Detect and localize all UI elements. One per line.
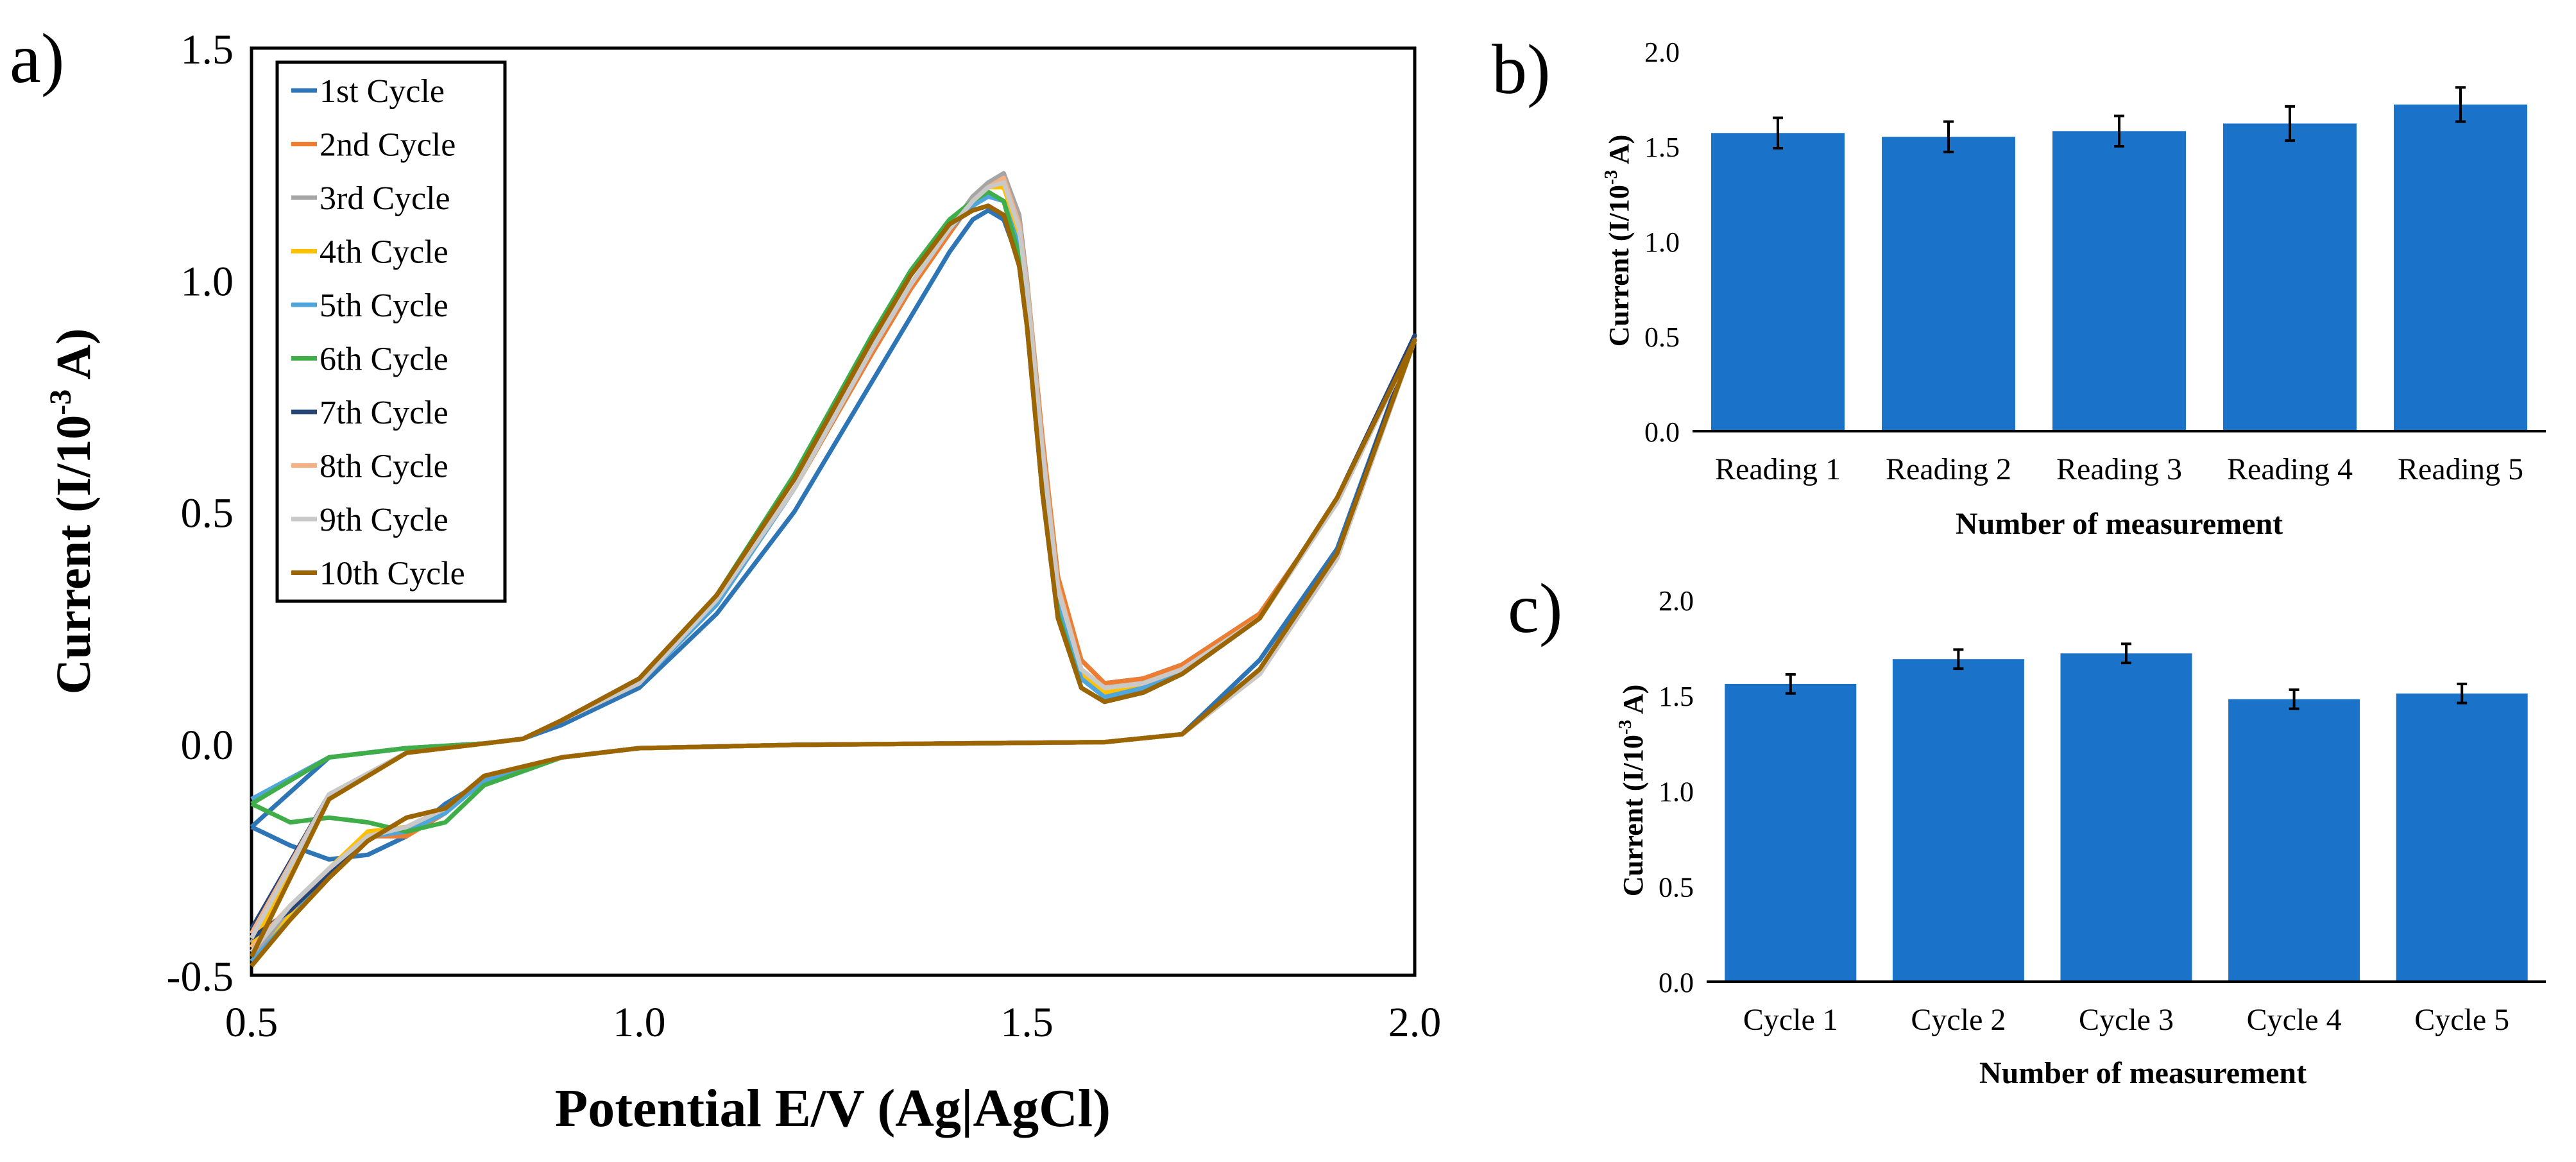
cv-y-tick-label: 0.0	[181, 722, 234, 769]
cv-x-tick-label: 1.5	[1000, 999, 1053, 1046]
cv-x-axis-label: Potential E/V (Ag|AgCl)	[555, 1079, 1111, 1138]
readings-x-axis-label: Number of measurement	[1956, 507, 2283, 541]
readings-bars	[1711, 86, 2527, 432]
panel-label-b: b)	[1492, 30, 1551, 108]
b-bar	[2394, 104, 2527, 431]
c-bar	[2396, 693, 2528, 982]
cv-y-axis-label: Current (I/10-3 A)	[44, 329, 101, 695]
c-bar	[2228, 699, 2360, 982]
c-y-tick-label: 0.5	[1659, 871, 1694, 903]
cv-legend-entry: 9th Cycle	[320, 502, 448, 538]
b-y-tick-label: 0.0	[1644, 416, 1680, 448]
c-bar	[2060, 653, 2192, 982]
b-y-tick-label: 1.0	[1644, 226, 1680, 258]
c-x-tick-label: Cycle 3	[2079, 1003, 2174, 1037]
cv-x-tick-label: 0.5	[225, 999, 278, 1046]
cv-series-group	[249, 171, 1417, 968]
c-bar	[1725, 683, 1857, 982]
b-x-tick-label: Reading 4	[2227, 452, 2353, 486]
panel-label-a: a)	[10, 19, 64, 98]
cv-x-tick-label: 2.0	[1388, 999, 1442, 1046]
b-x-tick-label: Reading 2	[1886, 452, 2011, 486]
cycles-y-ticks: 0.0 0.5 1.0 1.5 2.0	[1659, 585, 1694, 998]
c-y-tick-label: 0.0	[1659, 967, 1694, 998]
cv-legend-entry: 6th Cycle	[320, 341, 448, 378]
cv-y-tick-label: 0.5	[181, 490, 234, 537]
readings-y-ticks: 0.0 0.5 1.0 1.5 2.0	[1644, 37, 1680, 448]
b-x-tick-label: Reading 3	[2056, 452, 2182, 486]
cv-chart: -0.5 0.0 0.5 1.0 1.5 0.5 1.0 1.5 2.0 1st Cycle 2…	[44, 26, 1441, 1138]
cv-legend-entry: 7th Cycle	[320, 395, 448, 431]
c-x-tick-label: Cycle 4	[2247, 1003, 2342, 1037]
readings-bar-chart: 0.00.51.01.52.0 Reading 1 Reading 2 Readin…	[1601, 37, 2546, 541]
c-y-tick-label: 1.5	[1659, 681, 1694, 712]
b-x-tick-label: Reading 5	[2398, 452, 2523, 486]
c-x-tick-label: Cycle 2	[1911, 1003, 2006, 1037]
b-bar	[1711, 133, 1845, 431]
b-x-tick-label: Reading 1	[1715, 452, 1841, 486]
cv-legend-entry: 1st Cycle	[320, 73, 445, 110]
b-bar	[2223, 123, 2357, 432]
readings-y-axis-label: Current (I/10-3 A)	[1601, 135, 1635, 347]
cycles-x-axis-label: Number of measurement	[1979, 1056, 2307, 1090]
cv-legend-entry: 5th Cycle	[320, 287, 448, 324]
cv-legend-entry: 8th Cycle	[320, 449, 448, 485]
c-y-tick-label: 2.0	[1659, 585, 1694, 617]
cv-x-tick-label: 1.0	[613, 999, 666, 1046]
c-x-tick-label: Cycle 1	[1743, 1003, 1838, 1037]
cycles-x-ticks: Cycle 1 Cycle 2 Cycle 3 Cycle 4 Cycle 5	[1743, 1003, 2509, 1037]
cv-legend-entry: 2nd Cycle	[320, 127, 456, 164]
b-y-tick-label: 1.5	[1644, 132, 1680, 163]
b-bar	[2052, 131, 2186, 431]
b-y-tick-label: 0.5	[1644, 321, 1680, 353]
cv-y-tick-label: 1.0	[181, 258, 234, 305]
b-y-tick-label: 2.0	[1644, 37, 1680, 68]
cv-series-line	[249, 203, 1417, 968]
c-bar	[1892, 659, 2024, 982]
cv-legend-entry: 10th Cycle	[320, 556, 465, 592]
b-bar	[1882, 137, 2015, 431]
cv-legend-box	[275, 60, 507, 603]
cycles-bar-chart: 0.00.51.01.52.0 Cycle 1 Cycle 2 Cycle 3 Cyc…	[1616, 585, 2546, 1090]
c-x-tick-label: Cycle 5	[2414, 1003, 2509, 1037]
cv-y-tick-label: 1.5	[181, 26, 234, 73]
cycles-bars	[1725, 642, 2528, 982]
cycles-y-axis-label: Current (I/10-3 A)	[1616, 685, 1649, 897]
cv-legend: 1st Cycle 2nd Cycle 3rd Cycle 4th Cycle 5th …	[275, 60, 507, 603]
c-y-tick-label: 1.0	[1659, 776, 1694, 808]
panel-label-c: c)	[1508, 569, 1562, 647]
cv-legend-entry: 3rd Cycle	[320, 180, 450, 217]
readings-x-ticks: Reading 1 Reading 2 Reading 3 Reading 4 Read…	[1715, 452, 2523, 486]
cv-x-ticks: 0.5 1.0 1.5 2.0	[225, 999, 1442, 1046]
cv-y-ticks: -0.5 0.0 0.5 1.0 1.5	[167, 26, 234, 1000]
cv-y-tick-label: -0.5	[167, 953, 234, 1000]
cv-legend-entry: 4th Cycle	[320, 234, 448, 271]
